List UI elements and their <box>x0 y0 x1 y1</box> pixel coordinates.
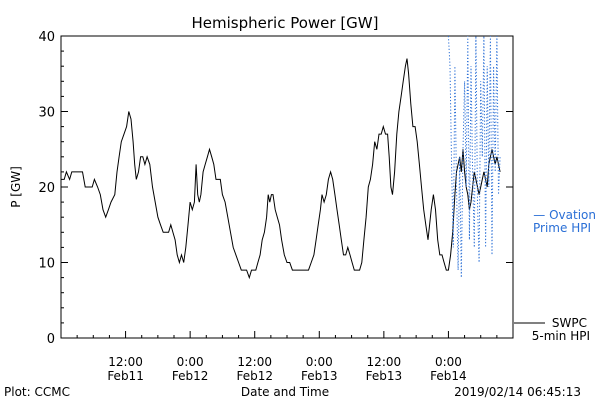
y-tick-label: 30 <box>38 106 55 121</box>
y-tick-label: 0 <box>47 332 55 347</box>
y-tick-label: 20 <box>38 181 55 196</box>
x-tick-label-date: Feb11 <box>107 369 144 383</box>
x-tick-label-time: 12:00 <box>108 355 143 369</box>
x-tick-label-date: Feb13 <box>301 369 338 383</box>
x-axis-label: Date and Time <box>241 385 329 399</box>
legend-swpc-line2: 5-min HPI <box>532 329 590 343</box>
footer-plot-credit: Plot: CCMC <box>4 385 70 399</box>
y-tick-label: 40 <box>38 30 55 45</box>
x-tick-label-time: 0:00 <box>177 355 204 369</box>
y-axis-label: P [GW] <box>9 166 23 208</box>
x-tick-label-date: Feb12 <box>172 369 209 383</box>
legend-ovation-line1: — Ovation <box>533 208 596 222</box>
x-tick-label-time: 12:00 <box>237 355 272 369</box>
footer-timestamp: 2019/02/14 06:45:13 <box>454 385 581 399</box>
y-axis: 0 10 20 30 40 <box>38 30 513 347</box>
legend-swpc-line1: SWPC <box>552 316 587 330</box>
series-layer <box>61 35 501 280</box>
chart-title: Hemispheric Power [GW] <box>192 14 379 32</box>
series-line-swpc-hpi <box>61 58 501 280</box>
x-tick-label-time: 12:00 <box>367 355 402 369</box>
legend-ovation-line2: Prime HPI <box>533 221 591 235</box>
plot-frame <box>60 35 514 339</box>
x-tick-label-time: 0:00 <box>306 355 333 369</box>
x-tick-label-date: Feb12 <box>236 369 273 383</box>
x-tick-label-date: Feb13 <box>366 369 403 383</box>
series-line-ovation-prime-hpi <box>447 35 501 278</box>
x-axis: 12:00Feb110:00Feb1212:00Feb120:00Feb1312… <box>76 331 498 383</box>
x-tick-label-time: 0:00 <box>435 355 462 369</box>
y-tick-label: 10 <box>38 257 55 272</box>
x-tick-label-date: Feb14 <box>430 369 467 383</box>
